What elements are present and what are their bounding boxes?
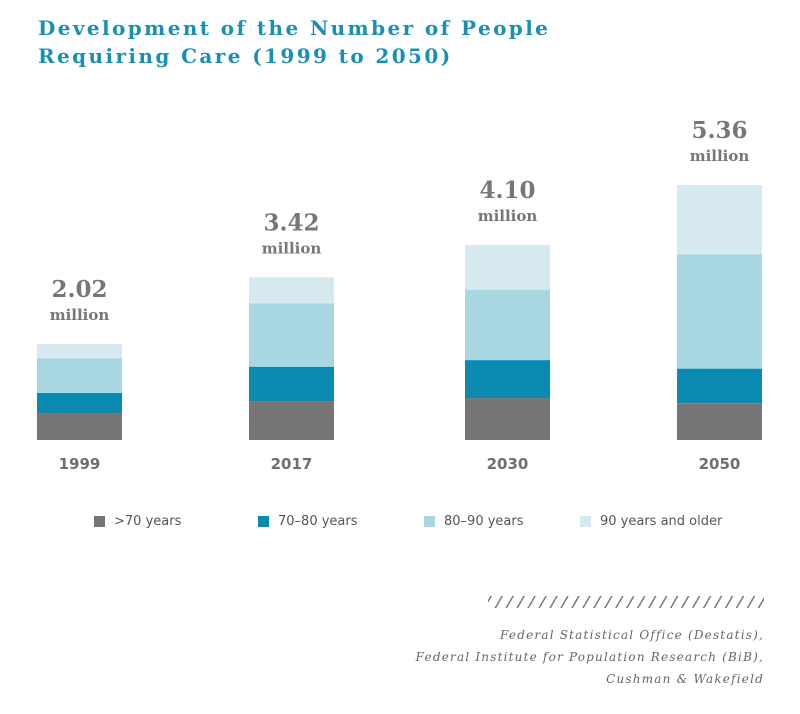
legend-swatch-under-70 <box>94 515 105 527</box>
bar-segment-2017-series-2 <box>249 303 334 367</box>
legend-item-80-90: 80–90 years <box>424 512 524 530</box>
source-note: Federal Statistical Office (Destatis), F… <box>416 624 764 690</box>
legend-item-under-70: >70 years <box>94 512 181 530</box>
total-value-2030: 4.10 <box>479 177 535 204</box>
legend-item-90-plus: 90 years and older <box>580 512 722 530</box>
bar-segment-2017-series-0 <box>249 401 334 440</box>
bar-segment-2050-series-2 <box>677 254 762 369</box>
total-unit-2030: million <box>478 207 538 225</box>
bar-segment-1999-series-2 <box>37 358 122 393</box>
bar-segment-2030-series-0 <box>465 398 550 440</box>
source-divider <box>488 596 764 608</box>
legend-swatch-80-90 <box>424 515 435 527</box>
legend-item-70-80: 70–80 years <box>258 512 358 530</box>
legend-label-under-70: >70 years <box>114 513 182 529</box>
legend-label-80-90: 80–90 years <box>444 513 524 529</box>
bar-segment-1999-series-0 <box>37 413 122 440</box>
total-unit-2017: million <box>262 239 322 257</box>
chart-title-line-1: Development of the Number of People <box>38 16 551 40</box>
total-value-2017: 3.42 <box>263 209 319 236</box>
bar-segment-1999-series-3 <box>37 343 122 359</box>
bar-segment-2030-series-1 <box>465 360 550 399</box>
category-label-1999: 1999 <box>59 455 101 473</box>
chart-legend: >70 years 70–80 years 80–90 years 90 yea… <box>94 512 774 530</box>
bar-segment-2050-series-3 <box>677 185 762 255</box>
legend-swatch-90-plus <box>580 515 591 527</box>
total-unit-2050: million <box>690 147 750 165</box>
total-unit-1999: million <box>50 306 110 324</box>
legend-label-70-80: 70–80 years <box>278 513 358 529</box>
bar-segment-1999-series-1 <box>37 392 122 414</box>
stacked-bar-chart: 2.02 million 1999 3.42 million 2017 4.10 millio… <box>37 117 762 473</box>
legend-swatch-70-80 <box>258 515 269 527</box>
category-label-2030: 2030 <box>487 455 529 473</box>
legend-label-90-plus: 90 years and older <box>600 513 723 529</box>
source-line-3: Cushman & Wakefield <box>606 672 764 686</box>
bar-segment-2030-series-3 <box>465 244 550 290</box>
bar-segment-2017-series-3 <box>249 277 334 304</box>
bar-segment-2017-series-1 <box>249 366 334 402</box>
bar-segment-2050-series-1 <box>677 368 762 404</box>
total-value-2050: 5.36 <box>691 117 747 144</box>
bar-segment-2030-series-2 <box>465 289 550 361</box>
source-line-2: Federal Institute for Population Researc… <box>415 650 764 664</box>
chart-title: Development of the Number of People Requ… <box>38 14 550 70</box>
source-line-1: Federal Statistical Office (Destatis), <box>500 628 764 642</box>
bar-segment-2050-series-0 <box>677 403 762 440</box>
category-label-2017: 2017 <box>271 455 313 473</box>
category-label-2050: 2050 <box>699 455 741 473</box>
chart-title-line-2: Requiring Care (1999 to 2050) <box>38 44 453 68</box>
total-value-1999: 2.02 <box>51 276 107 303</box>
